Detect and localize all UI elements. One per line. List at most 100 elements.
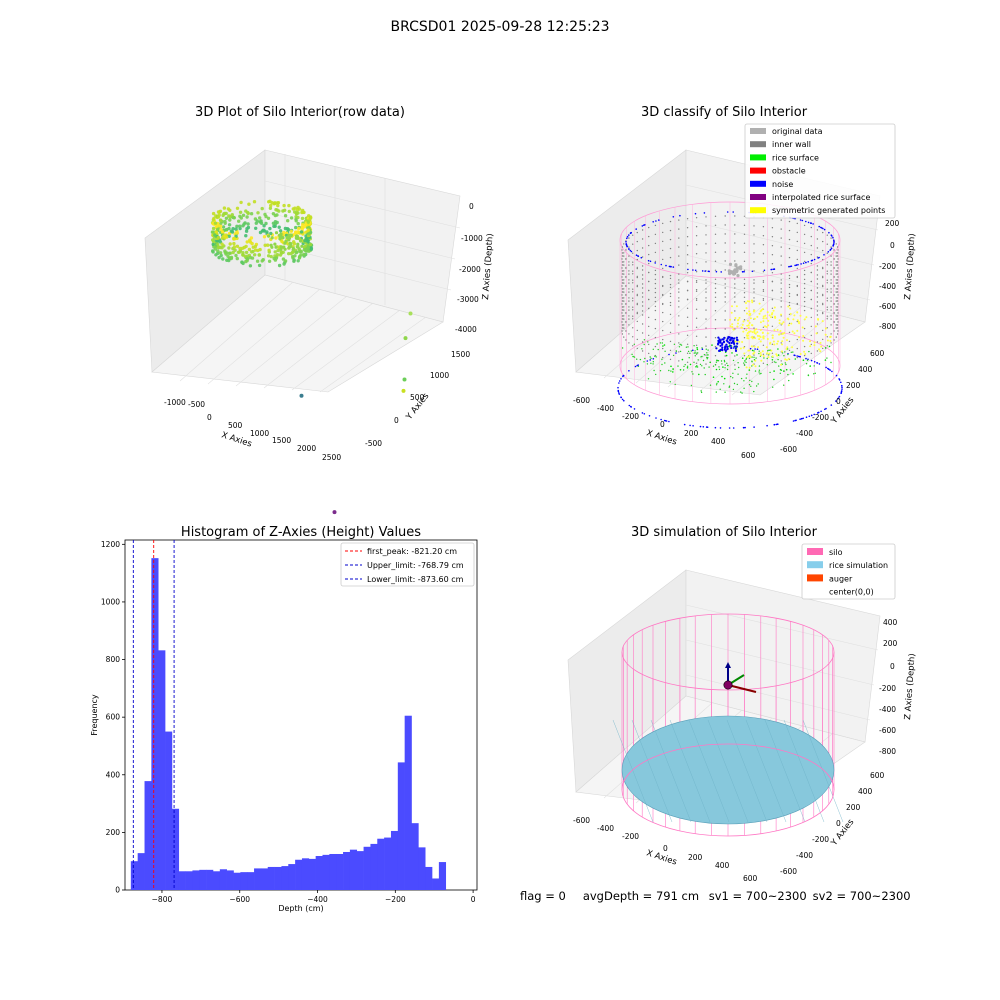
- inner-wall-point: [826, 243, 828, 245]
- symmetric-generated-point: [745, 366, 748, 369]
- symmetric-generated-point: [791, 330, 794, 333]
- inner-wall-point: [705, 327, 707, 329]
- noise-point: [813, 361, 816, 363]
- inner-wall-point: [662, 258, 664, 261]
- histogram-bar: [260, 868, 269, 890]
- raw-cloud-point: [227, 214, 231, 218]
- raw-cloud-point: [274, 231, 279, 235]
- inner-wall-point: [628, 264, 630, 266]
- status-footer: flag = 0 avgDepth = 791 cm sv1 = 700~230…: [520, 889, 917, 903]
- inner-wall-point: [780, 297, 782, 299]
- inner-wall-point: [686, 334, 689, 336]
- inner-wall-point: [771, 325, 774, 327]
- symmetric-generated-point: [759, 351, 762, 354]
- inner-wall-point: [836, 246, 839, 248]
- inner-wall-point: [780, 255, 782, 257]
- inner-wall-point: [826, 345, 828, 347]
- rice-surface-point: [633, 356, 636, 358]
- symmetric-generated-point: [829, 340, 832, 342]
- inner-wall-point: [669, 256, 672, 259]
- raw-cloud-point: [247, 202, 251, 206]
- raw-cloud-point: [279, 232, 283, 236]
- legend-label: noise: [772, 180, 793, 189]
- inner-wall-point: [830, 318, 832, 320]
- symmetric-generated-point: [813, 344, 816, 347]
- inner-wall-point: [669, 331, 672, 334]
- inner-wall-point: [623, 270, 625, 272]
- noise-point: [729, 338, 732, 341]
- noise-point: [730, 341, 733, 345]
- histogram-bar: [212, 871, 221, 890]
- rice-surface-point: [709, 384, 712, 386]
- rice-surface-point: [682, 369, 685, 371]
- inner-wall-point: [810, 334, 812, 337]
- inner-wall-point: [654, 273, 657, 276]
- inner-wall-point: [771, 298, 774, 300]
- rice-surface-point: [721, 375, 723, 378]
- noise-point: [719, 348, 722, 351]
- inner-wall-point: [826, 300, 828, 302]
- inner-wall-point: [678, 351, 680, 353]
- rice-surface-point: [691, 371, 693, 373]
- noise-point: [772, 268, 774, 271]
- inner-wall-point: [780, 279, 782, 281]
- inner-wall-point: [822, 294, 824, 297]
- noise-point: [728, 336, 731, 339]
- inner-wall-point: [714, 346, 717, 348]
- inner-wall-point: [810, 298, 812, 301]
- inner-wall-point: [734, 292, 736, 294]
- symmetric-generated-point: [750, 345, 753, 348]
- inner-wall-point: [669, 238, 672, 241]
- inner-wall-point: [636, 266, 638, 269]
- rice-surface-point: [693, 361, 695, 363]
- noise-point: [726, 348, 729, 351]
- raw-cloud-point: [267, 248, 271, 252]
- noise-point: [633, 408, 636, 410]
- rice-surface-point: [792, 373, 794, 375]
- symmetric-generated-point: [776, 328, 779, 331]
- inner-wall-point: [803, 242, 806, 245]
- noise-point: [658, 219, 660, 221]
- rice-surface-point: [678, 346, 681, 348]
- symmetric-generated-point: [809, 345, 812, 348]
- noise-point: [672, 216, 675, 218]
- inner-wall-point: [810, 307, 812, 310]
- inner-wall-point: [678, 342, 680, 344]
- symmetric-generated-point: [793, 314, 796, 317]
- inner-wall-point: [836, 255, 839, 257]
- raw-cloud-point: [269, 231, 273, 236]
- inner-wall-point: [835, 273, 837, 275]
- symmetric-generated-point: [765, 317, 768, 320]
- symmetric-generated-point: [755, 328, 758, 331]
- histogram-bar: [206, 869, 214, 890]
- inner-wall-point: [632, 315, 634, 317]
- symmetric-generated-point: [772, 309, 775, 312]
- rice-surface-point: [780, 369, 783, 371]
- symmetric-generated-point: [751, 331, 754, 334]
- noise-point: [652, 358, 655, 360]
- y-tick: -600: [780, 445, 797, 454]
- inner-wall-point: [833, 294, 835, 296]
- raw-cloud-point: [216, 236, 220, 240]
- inner-wall-point: [705, 282, 707, 284]
- symmetric-generated-point: [753, 317, 756, 320]
- classify-plot-title: 3D classify of Silo Interior: [641, 105, 808, 120]
- inner-wall-point: [788, 277, 791, 280]
- raw-cloud-point: [263, 212, 267, 217]
- symmetric-generated-point: [819, 350, 822, 353]
- inner-wall-point: [714, 310, 717, 312]
- rice-surface-point: [781, 352, 784, 354]
- raw-outlier-point: [408, 311, 413, 316]
- raw-x-ticks: -1000 -500 0 500 1000 1500 2000 2500: [164, 398, 341, 462]
- raw-cloud-point: [222, 234, 226, 238]
- inner-wall-point: [662, 356, 664, 359]
- rice-surface-point: [717, 360, 719, 362]
- rice-surface-point: [643, 339, 646, 341]
- original-data-point: [728, 271, 732, 276]
- raw-cloud-point: [269, 203, 273, 208]
- inner-wall-point: [762, 271, 765, 273]
- rice-surface-point: [696, 347, 698, 349]
- inner-wall-point: [662, 302, 664, 305]
- inner-wall-point: [780, 264, 782, 266]
- noise-point: [670, 265, 672, 268]
